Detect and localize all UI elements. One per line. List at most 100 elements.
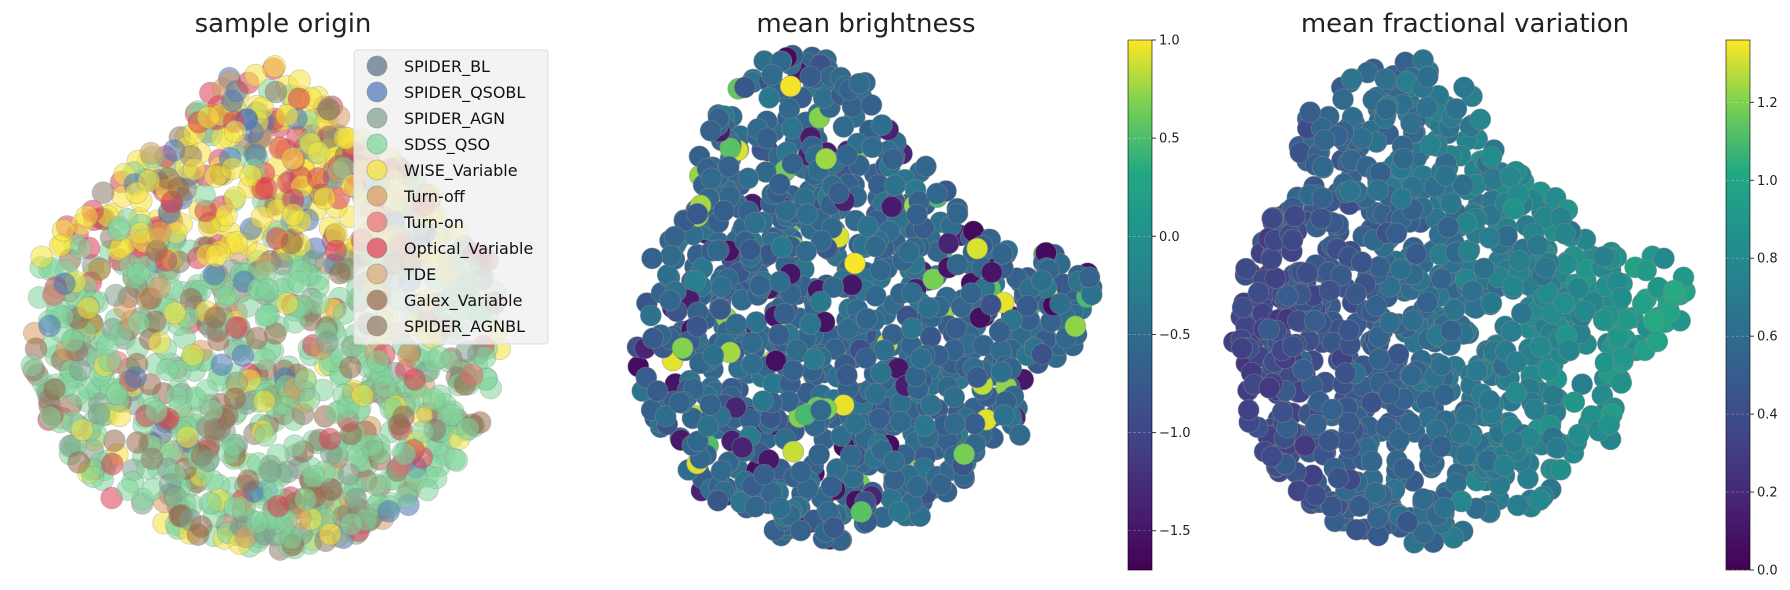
point-sdss_qso: [279, 526, 303, 550]
legend-box: [353, 49, 549, 345]
point-mean-brightness: [642, 327, 664, 350]
point-mean-brightness: [745, 311, 768, 333]
point-wise_variable: [281, 203, 305, 227]
point-sdss_qso: [195, 379, 218, 402]
point-wise_variable: [196, 105, 220, 129]
point-mean-brightness: [815, 147, 837, 170]
point-mean-brightness: [769, 497, 791, 519]
point-mean-fractional-variation: [1653, 247, 1675, 270]
point-mean-brightness: [868, 407, 890, 430]
point-galex_variable: [43, 377, 66, 401]
point-optical_variable: [224, 315, 248, 339]
point-sdss_qso: [256, 278, 280, 302]
point-mean-brightness: [919, 326, 942, 348]
panel-title-mean-brightness: mean brightness: [756, 9, 975, 39]
point-mean-brightness: [988, 320, 1011, 343]
colorbar-tick-label: 0.5: [1159, 132, 1180, 147]
point-spider_agn: [258, 460, 282, 483]
point-mean-fractional-variation: [1501, 275, 1524, 298]
point-mean-brightness: [913, 414, 936, 437]
colorbar-tick-label: 0.8: [1757, 252, 1778, 267]
point-mean-fractional-variation: [1311, 186, 1334, 209]
point-mean-fractional-variation: [1390, 187, 1413, 210]
colorbar-tick-label: −1.5: [1159, 524, 1191, 539]
point-sdss_qso: [20, 353, 44, 377]
point-mean-brightness: [880, 195, 903, 218]
point-mean-brightness: [739, 238, 762, 261]
point-sdss_qso: [127, 311, 151, 335]
point-mean-brightness: [686, 315, 709, 338]
point-optical_variable: [100, 452, 124, 476]
point-spider_agn: [315, 330, 339, 354]
point-mean-brightness: [822, 516, 845, 539]
point-wise_variable: [351, 384, 374, 407]
point-mean-fractional-variation: [1318, 279, 1341, 302]
point-mean-fractional-variation: [1505, 351, 1528, 373]
point-mean-brightness: [832, 116, 855, 138]
legend-label-tde: TDE: [403, 265, 436, 284]
point-mean-fractional-variation: [1281, 229, 1304, 251]
point-mean-fractional-variation: [1502, 197, 1525, 220]
point-mean-brightness: [707, 489, 729, 512]
point-mean-fractional-variation: [1345, 518, 1368, 541]
point-sdss_qso: [38, 405, 62, 429]
point-mean-fractional-variation: [1339, 180, 1361, 203]
point-mean-brightness: [991, 242, 1014, 265]
point-mean-brightness: [808, 443, 830, 466]
point-galex_variable: [387, 413, 411, 437]
point-mean-fractional-variation: [1457, 240, 1480, 263]
point-galex_variable: [328, 261, 352, 285]
point-mean-fractional-variation: [1304, 484, 1327, 507]
point-mean-fractional-variation: [1510, 302, 1533, 325]
point-sdss_qso: [366, 349, 390, 373]
legend-marker-spider_bl: [366, 55, 388, 77]
point-spider_qsobl: [124, 365, 147, 389]
point-optical_variable: [403, 368, 427, 392]
point-mean-fractional-variation: [1635, 259, 1657, 282]
scatter-points-mean-brightness: [626, 44, 1103, 552]
point-sdss_qso: [253, 347, 277, 371]
point-mean-fractional-variation: [1455, 443, 1478, 466]
point-wise_variable: [70, 418, 94, 442]
point-mean-fractional-variation: [1305, 413, 1327, 436]
point-mean-brightness: [663, 225, 686, 248]
point-wise_variable: [307, 140, 330, 164]
legend: SPIDER_BL SPIDER_QSOBL SPIDER_AGN SDSS_QSO W…: [353, 49, 549, 345]
point-mean-brightness: [857, 215, 879, 238]
point-mean-brightness: [749, 274, 771, 297]
point-mean-fractional-variation: [1480, 292, 1503, 315]
legend-marker-galex_variable: [366, 289, 388, 311]
point-turn-off: [148, 220, 172, 244]
point-mean-fractional-variation: [1260, 445, 1283, 468]
point-mean-fractional-variation: [1338, 411, 1360, 434]
point-sdss_qso: [126, 262, 150, 286]
point-mean-brightness: [882, 148, 904, 171]
point-mean-brightness: [752, 390, 774, 413]
point-mean-fractional-variation: [1416, 96, 1438, 119]
colorbar-tick-label: −1.0: [1159, 426, 1191, 441]
point-mean-brightness: [979, 293, 1002, 316]
point-sdss_qso: [98, 349, 122, 373]
point-wise_variable: [239, 164, 263, 188]
point-mean-brightness: [915, 155, 937, 178]
point-mean-brightness: [1008, 424, 1031, 446]
point-mean-fractional-variation: [1592, 309, 1615, 332]
point-mean-fractional-variation: [1299, 101, 1321, 123]
point-mean-brightness: [758, 86, 781, 109]
point-mean-brightness: [639, 304, 662, 327]
point-sdss_qso: [364, 473, 388, 497]
point-mean-brightness: [1049, 292, 1072, 315]
point-mean-brightness: [767, 323, 790, 346]
point-wise_variable: [318, 522, 342, 546]
point-mean-brightness: [864, 235, 887, 258]
point-mean-fractional-variation: [1375, 98, 1398, 120]
point-mean-brightness: [768, 173, 791, 196]
point-mean-brightness: [775, 199, 797, 222]
point-sdss_qso: [236, 294, 259, 318]
point-mean-brightness: [796, 203, 819, 226]
point-mean-fractional-variation: [1567, 423, 1590, 446]
legend-marker-spider_agnbl: [366, 315, 388, 337]
point-sdss_qso: [61, 329, 84, 353]
point-mean-brightness: [917, 296, 940, 319]
point-mean-fractional-variation: [1400, 364, 1423, 387]
